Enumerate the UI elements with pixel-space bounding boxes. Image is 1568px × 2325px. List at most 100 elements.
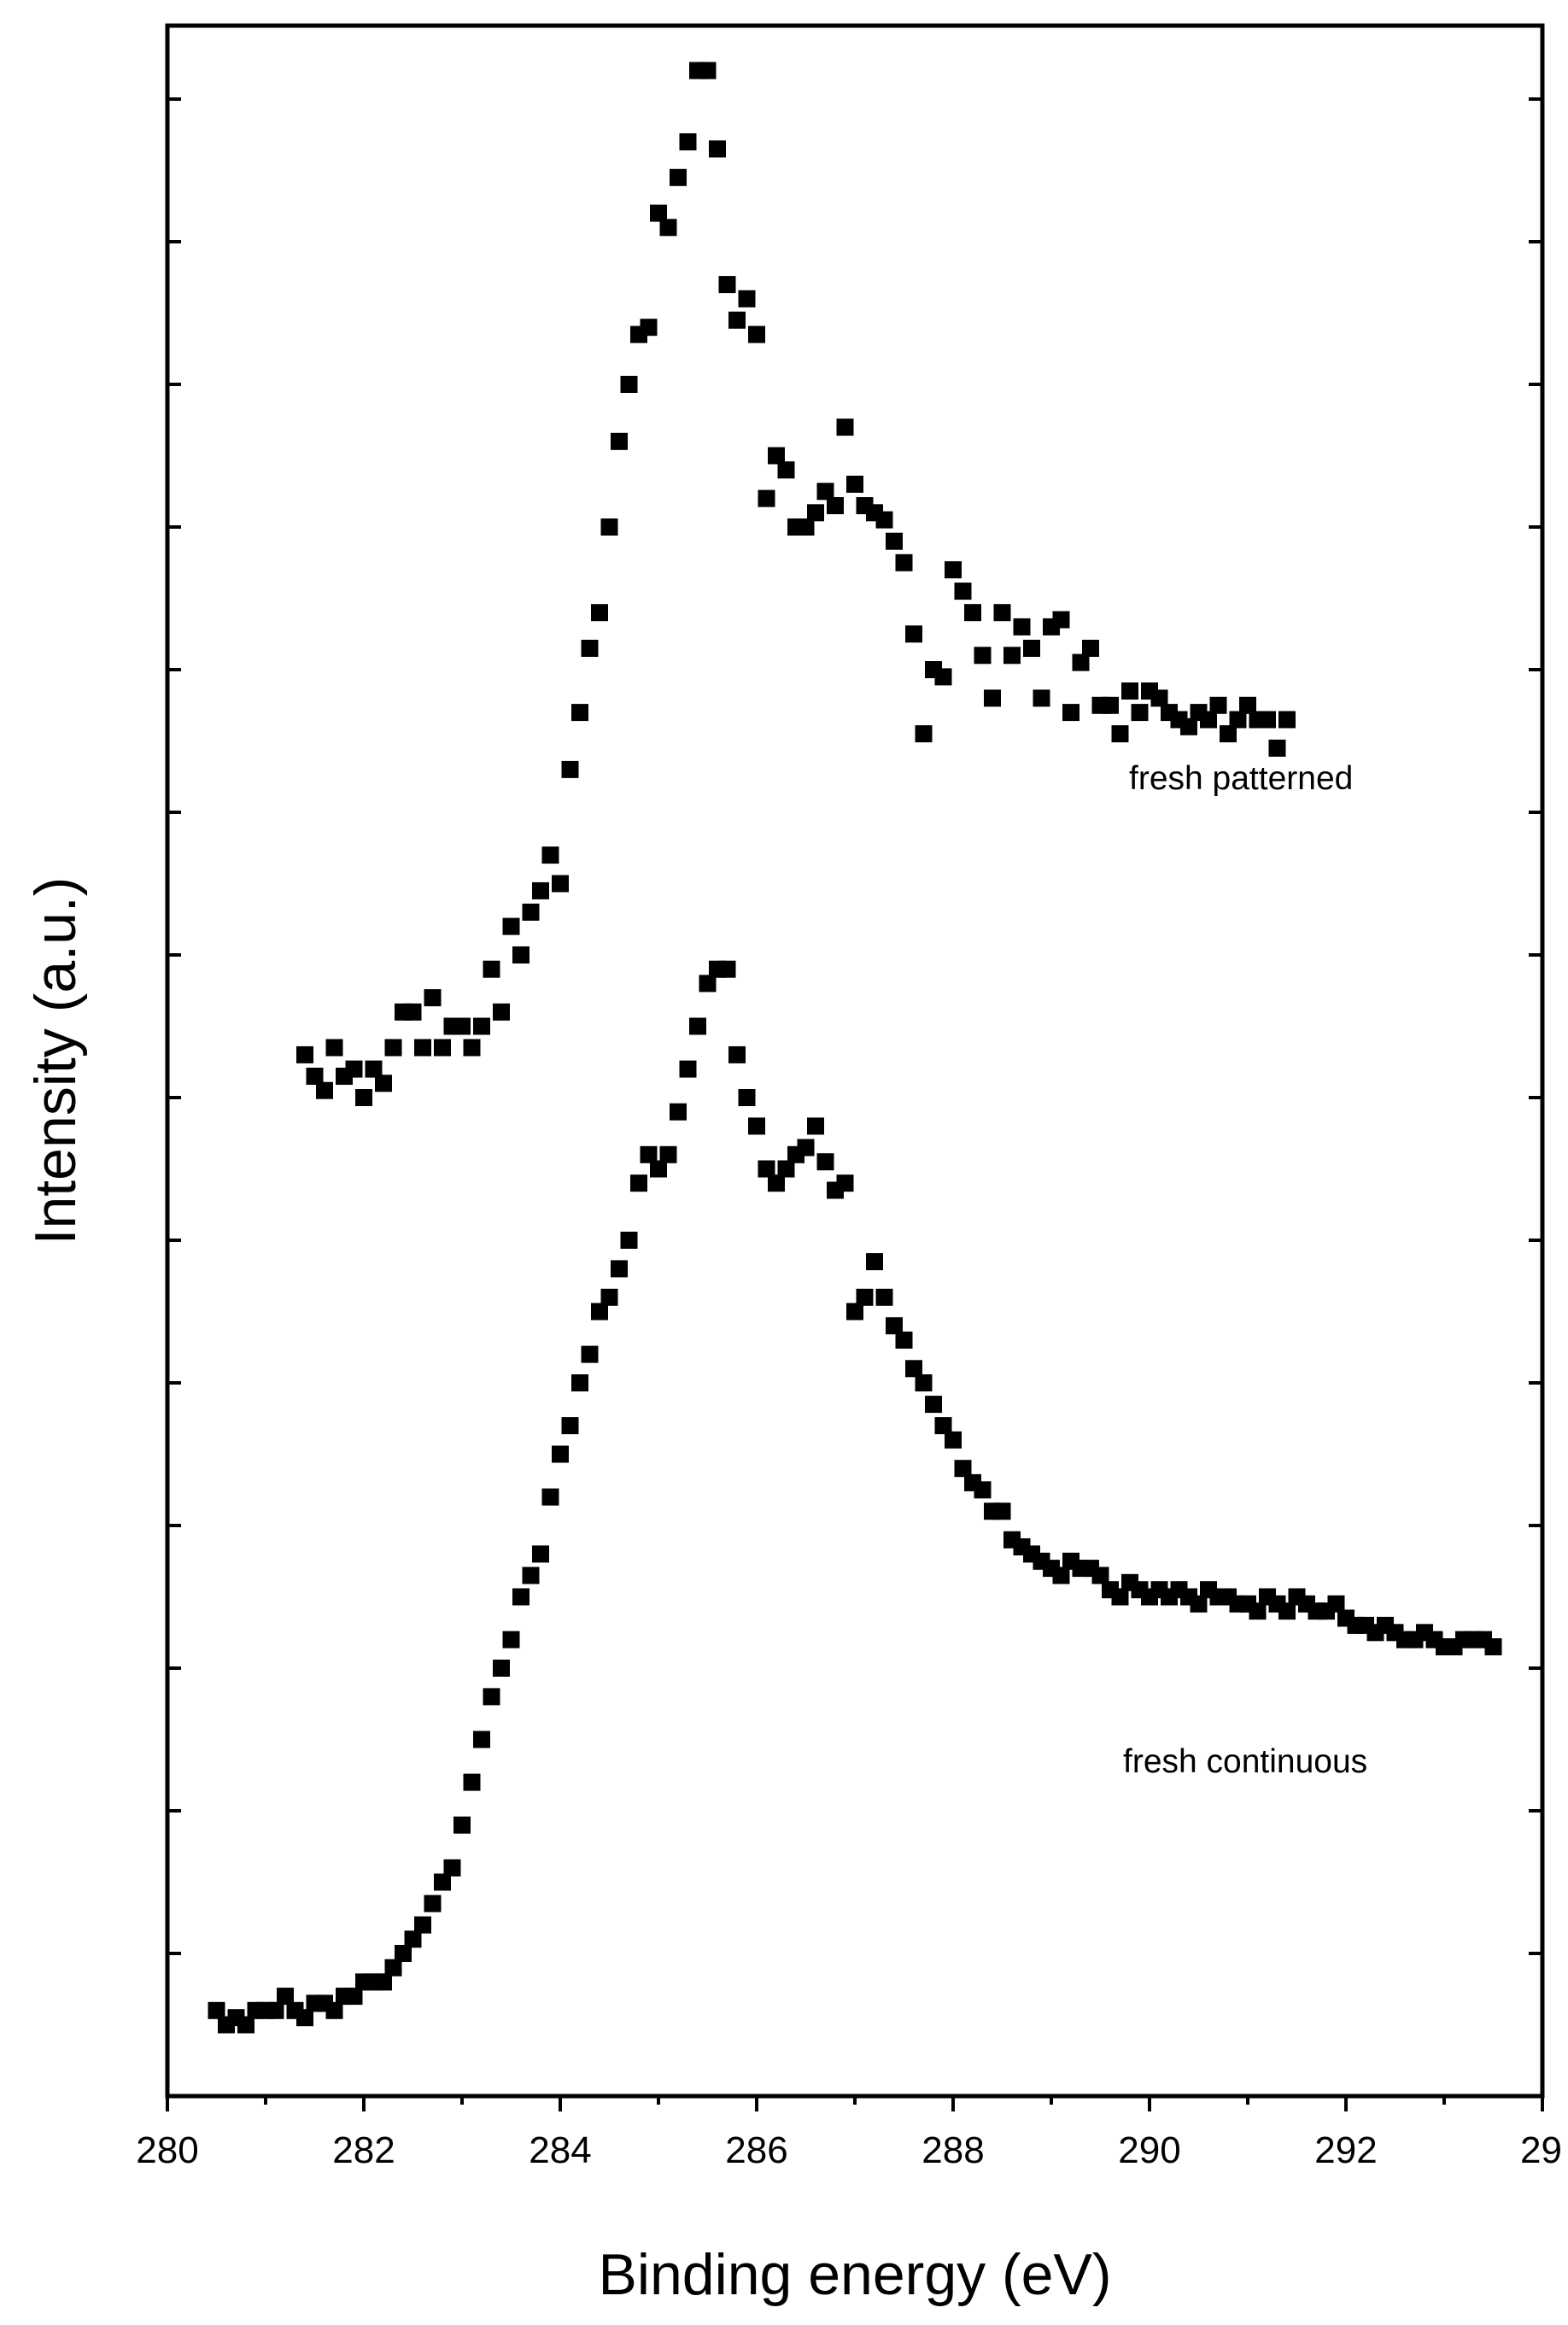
- marker-fresh-patterned: [384, 1039, 402, 1057]
- marker-fresh-continuous: [659, 1145, 677, 1163]
- marker-fresh-patterned: [522, 903, 540, 921]
- marker-fresh-patterned: [816, 483, 834, 501]
- marker-fresh-continuous: [611, 1260, 628, 1278]
- marker-fresh-patterned: [316, 1081, 333, 1099]
- marker-fresh-continuous: [689, 1017, 706, 1035]
- marker-fresh-continuous: [974, 1481, 992, 1499]
- marker-fresh-patterned: [984, 689, 1001, 707]
- marker-fresh-patterned: [1121, 682, 1138, 700]
- marker-fresh-patterned: [296, 1045, 313, 1063]
- marker-fresh-patterned: [709, 140, 726, 158]
- marker-fresh-patterned: [974, 647, 992, 665]
- marker-fresh-patterned: [758, 489, 775, 507]
- x-tick-label: 286: [725, 2129, 787, 2171]
- marker-fresh-patterned: [895, 553, 913, 571]
- marker-fresh-patterned: [306, 1068, 324, 1085]
- marker-fresh-patterned: [807, 504, 824, 522]
- marker-fresh-patterned: [659, 219, 677, 237]
- marker-fresh-continuous: [797, 1139, 815, 1157]
- marker-fresh-continuous: [581, 1345, 599, 1363]
- marker-fresh-continuous: [296, 2009, 313, 2027]
- marker-fresh-patterned: [728, 311, 746, 329]
- marker-fresh-patterned: [934, 668, 952, 686]
- marker-fresh-continuous: [1249, 1602, 1267, 1620]
- marker-fresh-continuous: [541, 1488, 559, 1506]
- marker-fresh-continuous: [846, 1303, 863, 1321]
- marker-fresh-patterned: [424, 989, 442, 1007]
- x-axis-title: Binding energy (eV): [598, 2242, 1111, 2307]
- marker-fresh-patterned: [875, 511, 893, 529]
- marker-fresh-patterned: [827, 497, 844, 514]
- marker-fresh-continuous: [512, 1588, 529, 1606]
- marker-fresh-patterned: [1013, 618, 1031, 635]
- marker-fresh-continuous: [414, 1916, 431, 1934]
- marker-fresh-continuous: [483, 1688, 500, 1706]
- marker-fresh-patterned: [325, 1039, 343, 1057]
- marker-fresh-continuous: [993, 1502, 1011, 1520]
- x-tick-label: 290: [1118, 2129, 1180, 2171]
- marker-fresh-patterned: [1003, 647, 1021, 665]
- marker-fresh-continuous: [954, 1460, 972, 1478]
- marker-fresh-patterned: [512, 946, 529, 963]
- marker-fresh-continuous: [277, 1988, 294, 2006]
- marker-fresh-continuous: [895, 1331, 913, 1349]
- marker-fresh-continuous: [1111, 1588, 1129, 1606]
- marker-fresh-continuous: [738, 1089, 756, 1106]
- marker-fresh-continuous: [434, 1873, 451, 1891]
- x-tick-label: 292: [1314, 2129, 1377, 2171]
- marker-fresh-continuous: [886, 1317, 903, 1335]
- marker-fresh-patterned: [463, 1039, 481, 1057]
- marker-fresh-patterned: [600, 518, 618, 536]
- marker-fresh-patterned: [964, 604, 981, 622]
- marker-fresh-continuous: [443, 1859, 461, 1877]
- marker-fresh-patterned: [1052, 611, 1070, 629]
- marker-fresh-continuous: [493, 1660, 510, 1677]
- marker-fresh-continuous: [404, 1930, 422, 1948]
- x-tick-label: 288: [921, 2129, 984, 2171]
- marker-fresh-continuous: [748, 1117, 765, 1135]
- x-tick-label: 280: [136, 2129, 198, 2171]
- x-tick-label: 284: [529, 2129, 591, 2171]
- marker-fresh-continuous: [934, 1417, 952, 1435]
- marker-fresh-continuous: [1190, 1595, 1208, 1613]
- marker-fresh-patterned: [434, 1039, 451, 1057]
- marker-fresh-patterned: [797, 518, 815, 536]
- marker-fresh-patterned: [1062, 704, 1079, 722]
- marker-fresh-continuous: [777, 1160, 795, 1178]
- marker-fresh-continuous: [375, 1973, 392, 1991]
- marker-fresh-patterned: [777, 461, 795, 479]
- marker-fresh-patterned: [1150, 689, 1168, 707]
- marker-fresh-patterned: [571, 704, 588, 722]
- marker-fresh-patterned: [748, 325, 765, 343]
- marker-fresh-patterned: [846, 475, 863, 493]
- marker-fresh-continuous: [522, 1567, 540, 1584]
- marker-fresh-patterned: [365, 1060, 383, 1078]
- marker-fresh-patterned: [1229, 711, 1247, 729]
- marker-fresh-patterned: [718, 276, 736, 294]
- marker-fresh-patterned: [1023, 640, 1040, 657]
- marker-fresh-patterned: [1082, 640, 1099, 657]
- marker-fresh-continuous: [502, 1631, 520, 1649]
- marker-fresh-patterned: [581, 640, 599, 657]
- marker-fresh-patterned: [1220, 725, 1237, 743]
- marker-fresh-patterned: [915, 725, 933, 743]
- marker-fresh-continuous: [1052, 1567, 1070, 1584]
- x-tick-label: 282: [332, 2129, 395, 2171]
- marker-fresh-continuous: [1327, 1595, 1345, 1613]
- marker-fresh-patterned: [1102, 696, 1119, 714]
- marker-fresh-patterned: [1259, 711, 1276, 729]
- marker-fresh-continuous: [915, 1374, 933, 1391]
- x-tick-label: 29: [1520, 2129, 1562, 2171]
- marker-fresh-patterned: [679, 133, 697, 151]
- marker-fresh-continuous: [905, 1360, 922, 1378]
- marker-fresh-continuous: [395, 1945, 412, 1962]
- marker-fresh-patterned: [1072, 653, 1090, 671]
- marker-fresh-patterned: [670, 168, 687, 186]
- y-axis-ticks: [167, 97, 1542, 1955]
- marker-fresh-patterned: [640, 319, 658, 337]
- marker-fresh-continuous: [728, 1045, 746, 1063]
- marker-fresh-patterned: [1111, 725, 1129, 743]
- marker-fresh-patterned: [502, 917, 520, 935]
- marker-fresh-continuous: [650, 1160, 667, 1178]
- marker-fresh-continuous: [561, 1417, 579, 1435]
